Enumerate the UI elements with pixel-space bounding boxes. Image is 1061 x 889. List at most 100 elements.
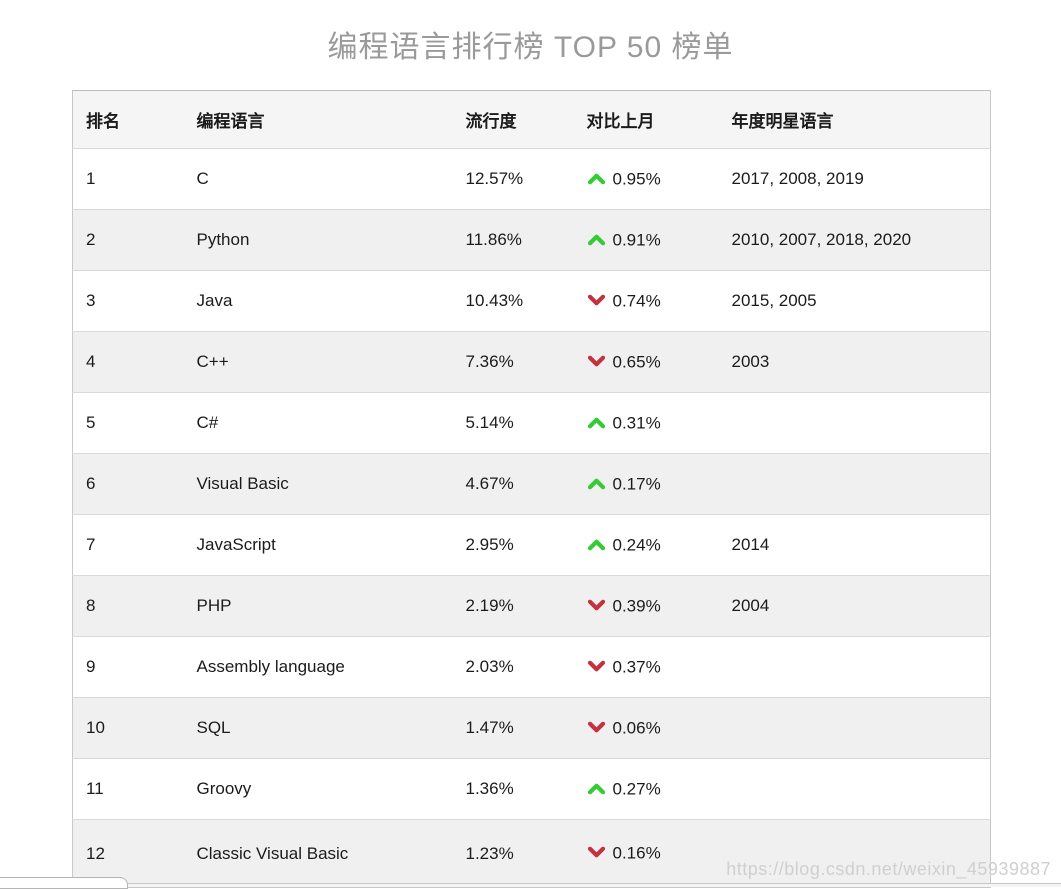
cell-popularity: 2.03% xyxy=(465,657,514,676)
cell-change: 0.39% xyxy=(574,576,719,637)
cell-rank: 12 xyxy=(86,843,105,863)
table-row: 9 Assembly language 2.03% 0.37% xyxy=(72,636,991,698)
cell-popularity: 10.43% xyxy=(465,291,524,310)
cell-language: Assembly language xyxy=(196,657,345,676)
chevron-up-icon xyxy=(587,782,606,795)
cell-change: 0.06% xyxy=(574,698,719,759)
cell-change: 0.65% xyxy=(574,332,719,393)
cell-star-years xyxy=(719,698,991,759)
cell-popularity: 11.86% xyxy=(465,230,522,249)
col-header-popularity: 流行度 xyxy=(465,112,517,131)
cell-change: 0.31% xyxy=(574,393,719,454)
cell-language: C xyxy=(196,169,209,188)
cell-change: 0.17% xyxy=(574,454,719,515)
cell-language: PHP xyxy=(196,596,232,615)
cell-rank: 11 xyxy=(86,779,104,798)
cell-star-years: 2004 xyxy=(731,596,770,615)
col-header-change: 对比上月 xyxy=(586,112,655,131)
cell-change: 0.24% xyxy=(574,515,719,576)
cell-language: Visual Basic xyxy=(196,474,289,493)
cell-popularity: 4.67% xyxy=(465,474,514,493)
chevron-down-icon xyxy=(587,846,606,859)
cell-language: SQL xyxy=(196,718,231,737)
cell-star-years: 2017, 2008, 2019 xyxy=(731,169,864,188)
cell-star-years: 2003 xyxy=(731,352,770,371)
cell-popularity: 12.57% xyxy=(465,169,524,188)
bottom-status-strip xyxy=(0,883,1061,887)
table-row: 3 Java 10.43% 0.74% 2015, 2005 xyxy=(72,270,991,332)
chevron-up-icon xyxy=(587,172,606,185)
change-value: 0.65% xyxy=(612,352,661,372)
chevron-up-icon xyxy=(587,477,606,490)
cell-language: Classic Visual Basic xyxy=(196,843,349,863)
cell-language: JavaScript xyxy=(196,535,276,554)
chevron-down-icon xyxy=(587,599,606,612)
cell-change: 0.74% xyxy=(574,271,719,332)
col-header-rank: 排名 xyxy=(86,112,120,131)
change-value: 0.74% xyxy=(612,291,661,311)
change-value: 0.37% xyxy=(612,657,661,677)
cell-rank: 10 xyxy=(86,718,105,737)
change-value: 0.91% xyxy=(612,230,661,250)
cell-rank: 2 xyxy=(86,230,96,249)
change-value: 0.16% xyxy=(612,843,661,863)
cell-star-years xyxy=(719,637,991,698)
table-row: 6 Visual Basic 4.67% 0.17% xyxy=(72,453,991,515)
cell-popularity: 1.23% xyxy=(465,843,514,863)
cell-rank: 3 xyxy=(86,291,96,310)
table-row: 7 JavaScript 2.95% 0.24% 2014 xyxy=(72,514,991,576)
cell-language: C# xyxy=(196,413,219,432)
page-title: 编程语言排行榜 TOP 50 榜单 xyxy=(327,31,734,64)
table-row: 2 Python 11.86% 0.91% 2010, 2007, 2018, … xyxy=(72,209,991,271)
change-value: 0.06% xyxy=(612,718,661,738)
cell-change: 0.91% xyxy=(574,210,719,271)
cell-popularity: 2.95% xyxy=(465,535,514,554)
cell-rank: 6 xyxy=(86,474,96,493)
cell-language: C++ xyxy=(196,352,229,371)
change-value: 0.39% xyxy=(612,596,661,616)
cell-popularity: 1.47% xyxy=(465,718,514,737)
cell-popularity: 7.36% xyxy=(465,352,514,371)
chevron-up-icon xyxy=(587,538,606,551)
cell-rank: 1 xyxy=(86,169,96,188)
cell-change: 0.95% xyxy=(574,149,719,210)
table-row: 1 C 12.57% 0.95% 2017, 2008, 2019 xyxy=(72,148,991,210)
table-row: 11 Groovy 1.36% 0.27% xyxy=(72,758,991,820)
cell-star-years xyxy=(719,759,991,820)
col-header-star-years: 年度明星语言 xyxy=(731,112,834,131)
cell-star-years: 2014 xyxy=(731,535,770,554)
table-row: 10 SQL 1.47% 0.06% xyxy=(72,697,991,759)
change-value: 0.17% xyxy=(612,474,661,494)
cell-rank: 7 xyxy=(86,535,96,554)
cell-language: Python xyxy=(196,230,250,249)
cell-change: 0.16% xyxy=(574,820,719,888)
cell-star-years xyxy=(719,393,991,454)
chevron-up-icon xyxy=(587,233,606,246)
cell-change: 0.27% xyxy=(574,759,719,820)
table-header-row: 排名 编程语言 流行度 对比上月 年度明星语言 xyxy=(72,90,991,149)
table-row: 4 C++ 7.36% 0.65% 2003 xyxy=(72,331,991,393)
cell-popularity: 1.36% xyxy=(465,779,514,798)
chevron-down-icon xyxy=(587,660,606,673)
change-value: 0.31% xyxy=(612,413,661,433)
status-tooltip xyxy=(0,877,128,889)
cell-rank: 9 xyxy=(86,657,96,676)
ranking-table: 排名 编程语言 流行度 对比上月 年度明星语言 1 C 12.57% 0.95%… xyxy=(72,90,991,888)
cell-rank: 5 xyxy=(86,413,96,432)
chevron-down-icon xyxy=(587,721,606,734)
change-value: 0.95% xyxy=(612,169,661,189)
ranking-table-container: 排名 编程语言 流行度 对比上月 年度明星语言 1 C 12.57% 0.95%… xyxy=(72,90,991,888)
cell-star-years xyxy=(719,454,991,515)
cell-change: 0.37% xyxy=(574,637,719,698)
cell-rank: 8 xyxy=(86,596,96,615)
change-value: 0.27% xyxy=(612,779,661,799)
col-header-language: 编程语言 xyxy=(196,112,265,131)
cell-star-years: 2015, 2005 xyxy=(731,291,817,310)
cell-language: Groovy xyxy=(196,779,252,798)
cell-star-years: 2010, 2007, 2018, 2020 xyxy=(731,230,912,249)
chevron-down-icon xyxy=(587,355,606,368)
chevron-down-icon xyxy=(587,294,606,307)
chevron-up-icon xyxy=(587,416,606,429)
cell-rank: 4 xyxy=(86,352,96,371)
